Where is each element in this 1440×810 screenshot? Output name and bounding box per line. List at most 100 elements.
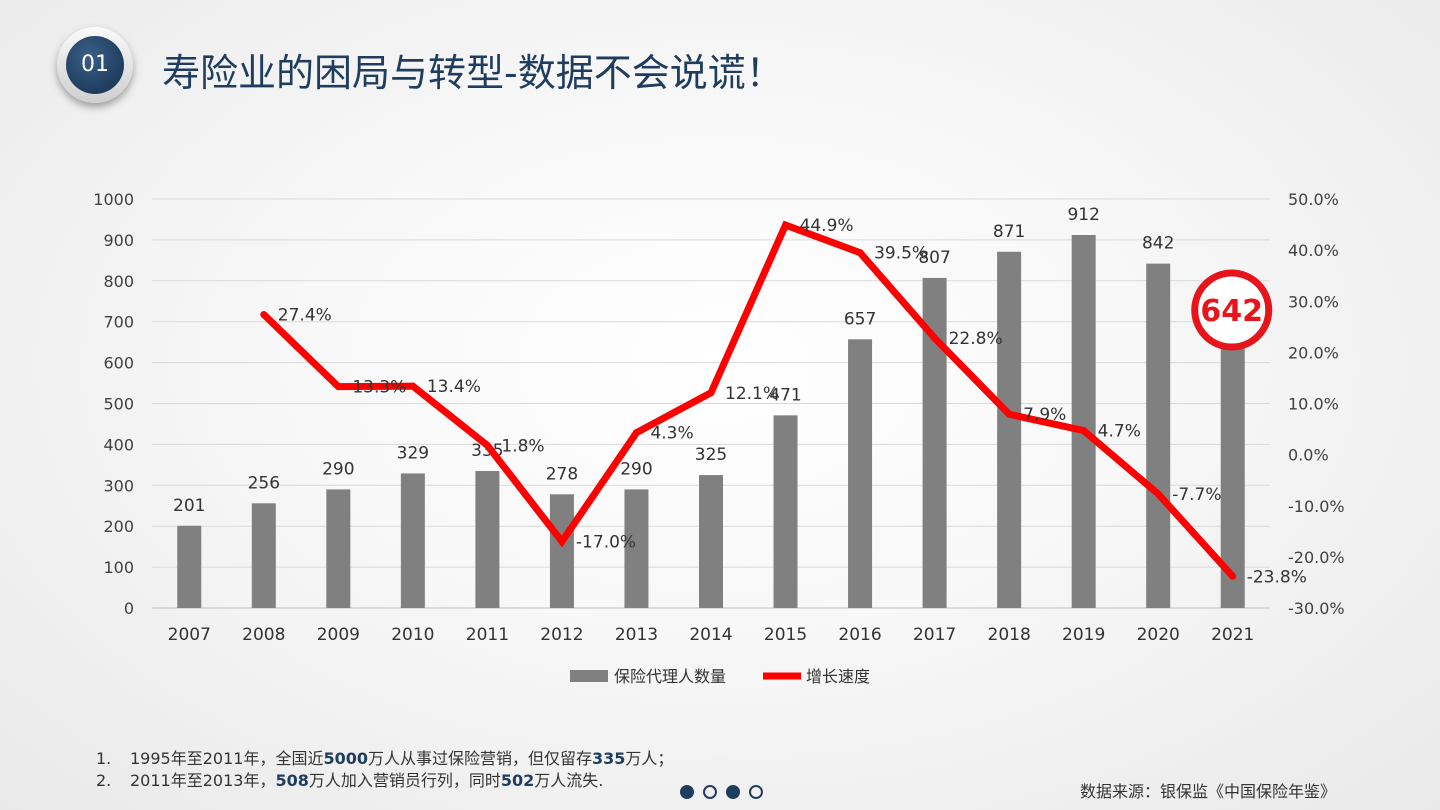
line-point [632,429,640,437]
bar [997,251,1022,609]
line-point [1229,572,1237,580]
page-dot-active[interactable] [680,785,694,799]
note-text: 万人； [625,749,674,768]
bar-data-label: 871 [993,222,1025,242]
page-dot[interactable] [703,785,718,799]
line-point [260,311,268,319]
y-right-tick-label: -10.0% [1288,497,1345,516]
y-left-tick-label: 0 [124,599,134,618]
line-data-label: 39.5% [874,244,928,264]
note-text: 2011年至2013年， [130,771,276,790]
bar-data-label: 807 [918,248,950,268]
y-left-tick-label: 500 [103,395,134,414]
line-point [856,249,864,257]
notes: 1. 1995年至2011年，全国近5000万人从事过保险营销，但仅留存335万人… [96,748,673,792]
bar-data-label: 290 [620,459,652,479]
bar-data-label: 256 [248,473,280,493]
combo-chart: 0 100 200 300 400 500 600 700 800 900 1000 -30.0% -2… [93,190,1345,686]
note-1: 1. 1995年至2011年，全国近5000万人从事过保险营销，但仅留存335万人… [96,748,673,770]
note-highlight: 502 [500,771,535,790]
y-right-tick-label: 30.0% [1288,292,1339,311]
page-dot[interactable] [749,785,764,799]
note-highlight: 335 [592,749,626,768]
line-point [707,389,715,397]
x-tick-label: 2009 [317,625,360,645]
x-tick-label: 2014 [689,625,732,645]
x-tick-label: 2015 [764,625,807,645]
y-right-tick-label: 50.0% [1288,190,1339,209]
y-right-tick-label: 10.0% [1288,395,1339,414]
note-text: 万人流失. [534,771,604,790]
line-data-label: 13.4% [427,377,481,397]
line-data-label: 44.9% [800,216,854,236]
bar-data-label: 657 [844,309,876,329]
data-source: 数据来源：银保监《中国保险年鉴》 [1079,782,1336,801]
y-right-tick-label: -30.0% [1288,599,1345,618]
x-tick-label: 2008 [242,625,285,645]
bar-data-label: 842 [1142,234,1174,254]
y-right-tick-label: 0.0% [1288,446,1329,465]
y-left-tick-label: 300 [103,476,134,495]
line-data-label: 4.7% [1098,422,1141,442]
note-text: 万人加入营销员行列，同时 [308,771,501,790]
bar [624,489,649,608]
x-tick-label: 2013 [615,625,658,645]
x-tick-label: 2012 [540,625,583,645]
x-tick-label: 2017 [913,625,956,645]
y-left-tick-label: 1000 [93,190,134,209]
line-point [334,383,342,391]
bar [1071,234,1096,608]
line-point [483,441,491,449]
line-data-label: 12.1% [725,384,779,404]
bar-data-label: 912 [1067,205,1099,225]
y-right-tick-label: 20.0% [1288,343,1339,362]
bar [699,475,723,608]
y-left-tick-label: 100 [103,558,134,577]
legend-bar-label: 保险代理人数量 [614,667,726,686]
bar-data-label: 201 [173,496,205,516]
line-point [409,382,417,390]
note-text: 万人从事过保险营销，但仅留存 [367,749,592,768]
x-tick-label: 2011 [466,625,509,645]
note-text: 1995年至2011年，全国近 [130,749,324,768]
line-data-label: -7.7% [1172,485,1221,505]
line-data-label: 1.8% [501,436,544,456]
note-highlight: 5000 [323,749,368,768]
note-2: 2. 2011年至2013年，508万人加入营销员行列，同时502万人流失. [96,770,673,792]
highlight-value: 642 [1200,294,1263,329]
bar [326,489,351,608]
line-point [1005,410,1013,418]
growth-line [261,220,1236,579]
y-right-tick-label: 40.0% [1288,241,1339,260]
x-tick-label: 2007 [168,625,211,645]
x-tick-label: 2020 [1137,625,1180,645]
x-tick-label: 2016 [838,625,881,645]
legend-bar-swatch [570,670,608,682]
y-left-tick-label: 200 [103,517,134,536]
y-left-tick-label: 800 [103,272,134,291]
line-data-label: 13.3% [352,378,406,398]
y-left-tick-label: 900 [103,231,134,250]
x-tick-label: 2018 [988,625,1031,645]
bar-data-label: 325 [695,445,727,465]
line-data-label: -17.0% [576,533,636,553]
line-data-label: 22.8% [949,329,1003,349]
line-data-label: 4.3% [650,424,693,444]
note-number: 2. [96,771,112,790]
line-data-label: 27.4% [278,306,332,326]
highlight-circle [1191,269,1273,351]
legend-line-label: 增长速度 [806,667,870,686]
x-tick-label: 2021 [1211,625,1254,645]
y-right-tick-label: -20.0% [1288,548,1345,567]
bar-data-label: 329 [397,443,429,463]
note-number: 1. [96,749,112,768]
x-tick-label: 2019 [1062,625,1105,645]
line-point [931,334,939,342]
slide-pagination [680,784,767,803]
note-highlight: 508 [275,771,309,790]
line-point [1080,427,1088,435]
bar [177,525,202,608]
bar [549,494,574,608]
page-dot-active[interactable] [726,785,741,799]
y-left-tick-label: 600 [103,354,134,373]
